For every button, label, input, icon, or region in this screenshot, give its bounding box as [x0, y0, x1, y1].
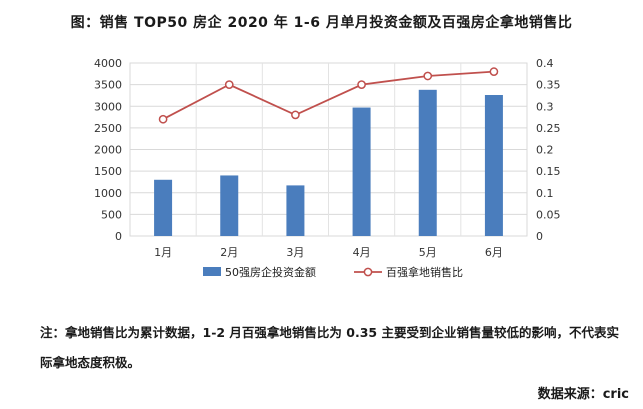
bar	[484, 95, 503, 236]
y-right-tick-label: 0.35	[536, 79, 561, 92]
bar	[352, 107, 371, 236]
y-right-tick-label: 0.4	[536, 57, 554, 70]
y-left-tick-label: 3500	[94, 79, 122, 92]
y-right-tick-label: 0.05	[536, 208, 561, 221]
ratio-point	[423, 71, 433, 81]
y-right-tick-label: 0.2	[536, 144, 554, 157]
footnote: 注：拿地销售比为累计数据，1-2 月百强拿地销售比为 0.35 主要受到企业销售…	[40, 325, 619, 370]
y-right-tick-label: 0.3	[536, 100, 554, 113]
ratio-point	[489, 67, 499, 77]
y-right-tick-label: 0.25	[536, 122, 561, 135]
bar	[286, 185, 305, 236]
x-tick-label: 6月	[485, 246, 503, 259]
ratio-line	[162, 70, 494, 121]
legend-line-label: 百强拿地销售比	[386, 265, 463, 279]
x-tick-label: 1月	[154, 246, 172, 259]
bar	[154, 179, 173, 236]
y-right-tick-label: 0	[536, 230, 543, 243]
ratio-point	[291, 110, 300, 120]
y-left-tick-label: 0	[115, 230, 122, 243]
y-left-tick-label: 2000	[94, 144, 122, 157]
y-left-tick-label: 4000	[94, 57, 122, 70]
legend-bar-label: 50强房企投资金额	[225, 265, 316, 279]
x-tick-label: 3月	[286, 246, 304, 259]
combo-chart: 0 500 1000 1500 2000 2500 3000 3500 4000 0 0.05 0.1…	[94, 57, 561, 279]
ratio-point	[158, 114, 168, 124]
y-right-tick-label: 0.1	[536, 187, 554, 200]
y-left-tick-label: 2500	[94, 122, 122, 135]
y-left-tick-label: 1000	[94, 187, 122, 200]
legend-bar-swatch	[203, 267, 221, 276]
bar	[220, 175, 239, 236]
ratio-point	[224, 80, 234, 89]
data-source: 数据来源：cric	[537, 387, 629, 402]
x-tick-label: 4月	[353, 246, 371, 259]
x-tick-label: 5月	[419, 246, 437, 259]
y-left-tick-label: 3000	[94, 100, 122, 113]
legend-line-marker	[363, 267, 373, 277]
x-tick-label: 2月	[220, 246, 238, 259]
y-left-tick-label: 500	[101, 208, 122, 221]
y-right-tick-label: 0.15	[536, 165, 561, 178]
chart-title: 图：销售 TOP50 房企 2020 年 1-6 月单月投资金额及百强房企拿地销…	[70, 15, 573, 31]
bar	[418, 89, 437, 236]
ratio-point	[357, 80, 366, 89]
y-left-tick-label: 1500	[94, 165, 122, 178]
